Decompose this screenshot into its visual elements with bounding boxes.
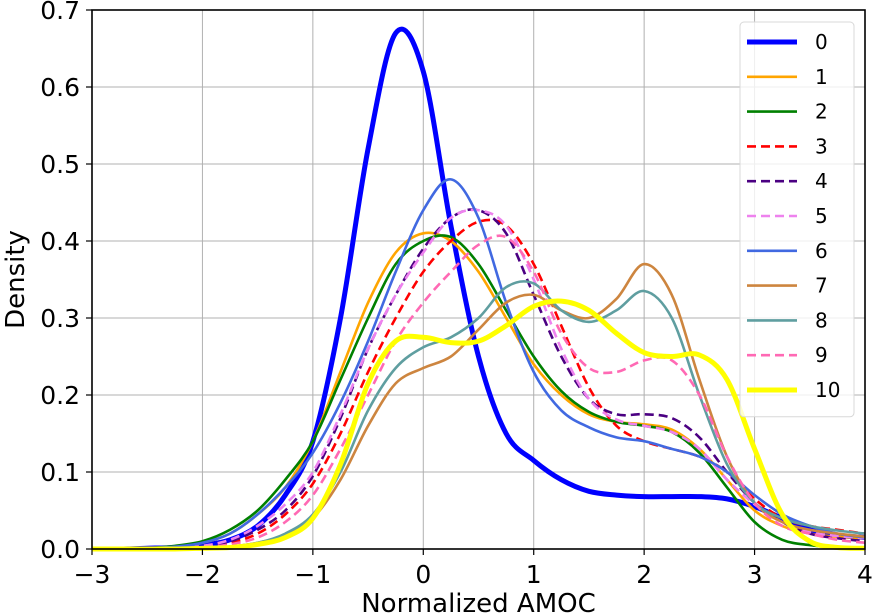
legend-label: 7: [815, 274, 828, 298]
series-line-10: [92, 298, 866, 552]
legend-label: 3: [815, 134, 828, 158]
legend-label: 9: [815, 343, 828, 367]
x-tick-label: 4: [857, 560, 873, 589]
legend-item-4[interactable]: 4: [747, 169, 828, 193]
legend-box: [739, 21, 855, 418]
x-tick-label: −1: [294, 560, 331, 589]
legend-item-6[interactable]: 6: [747, 239, 828, 263]
legend-item-8[interactable]: 8: [747, 308, 828, 332]
legend-item-1[interactable]: 1: [747, 65, 828, 89]
legend-item-10[interactable]: 10: [747, 378, 840, 402]
y-tick-label: 0.5: [40, 150, 80, 179]
series-lines: [91, 26, 866, 552]
legend[interactable]: 0 1 2 3 4 5 6 7 8 9 10: [739, 21, 855, 418]
x-axis-title: Normalized AMOC: [361, 589, 596, 616]
legend-item-3[interactable]: 3: [747, 134, 828, 158]
y-tick-label: 0.7: [40, 0, 80, 25]
legend-item-7[interactable]: 7: [747, 274, 828, 298]
legend-label: 8: [815, 308, 828, 332]
y-tick-label: 0.4: [40, 227, 80, 256]
series-line-6: [91, 178, 866, 551]
series-line-2: [91, 234, 866, 551]
legend-item-0[interactable]: 0: [747, 30, 828, 54]
plot-frame: [91, 9, 866, 550]
x-tick-label: 3: [747, 560, 763, 589]
x-tick-label: 0: [415, 560, 431, 589]
x-tick-label: −3: [74, 560, 111, 589]
x-tick-label: 2: [636, 560, 652, 589]
legend-label: 4: [815, 169, 828, 193]
legend-label: 2: [815, 100, 828, 124]
y-tick-label: 0.1: [40, 458, 80, 487]
y-axis-title: Density: [1, 230, 31, 329]
axes: [91, 9, 866, 550]
series-line-0: [91, 26, 866, 552]
legend-item-9[interactable]: 9: [747, 343, 828, 367]
series-line-5: [92, 208, 866, 551]
x-tick-label: 1: [526, 560, 542, 589]
legend-label: 10: [815, 378, 840, 402]
x-tick-label: −2: [184, 560, 221, 589]
ticks: −3 −2 −1 0 1 2 3 4 0.0 0.1 0.2 0.3 0.4 0.5 0.6 0.7: [40, 0, 873, 589]
legend-label: 0: [815, 30, 828, 54]
legend-label: 1: [815, 65, 828, 89]
legend-label: 5: [815, 204, 828, 228]
y-tick-label: 0.6: [40, 73, 80, 102]
legend-item-2[interactable]: 2: [747, 100, 828, 124]
legend-label: 6: [815, 239, 828, 263]
y-tick-label: 0.2: [40, 381, 80, 410]
legend-item-5[interactable]: 5: [747, 204, 828, 228]
y-tick-label: 0.3: [40, 304, 80, 333]
y-tick-label: 0.0: [40, 535, 80, 564]
